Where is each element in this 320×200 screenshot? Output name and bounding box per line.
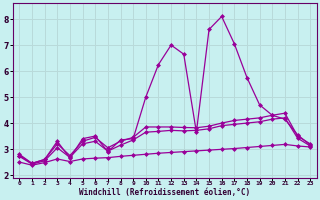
X-axis label: Windchill (Refroidissement éolien,°C): Windchill (Refroidissement éolien,°C) bbox=[79, 188, 250, 197]
